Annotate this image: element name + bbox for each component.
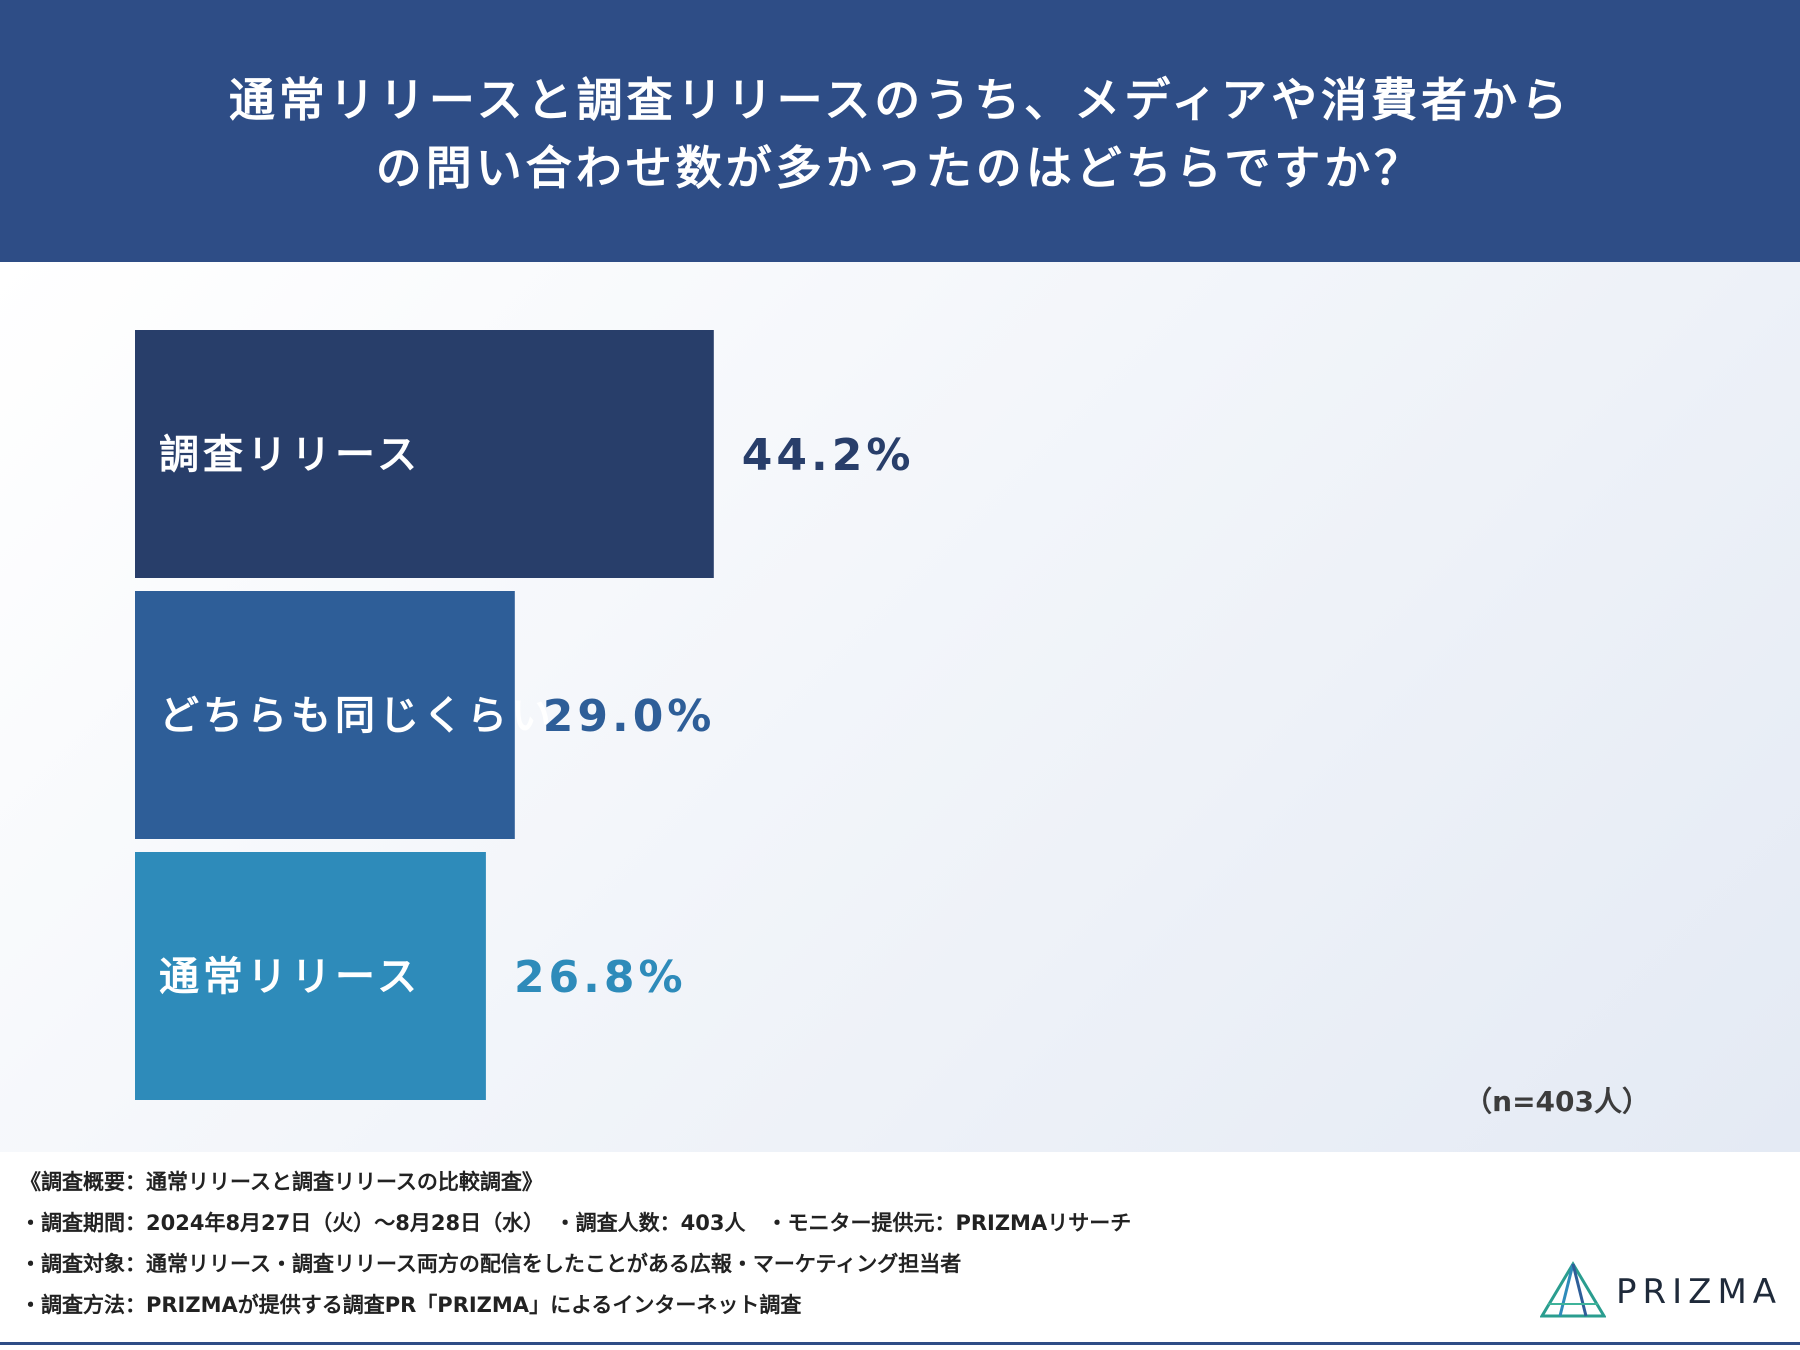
bar-value-label-1: 44.2%: [742, 430, 915, 481]
sample-size: （n=403人）: [1464, 1085, 1650, 1118]
chart-area: 調査リリース 44.2% どちらも同じくらい 29.0% 通常リリース 26.8%: [0, 262, 1800, 1152]
bar-value-label-2: 29.0%: [543, 691, 716, 742]
footer: 《調査概要：通常リリースと調査リリースの比較調査》 ・調査期間：2024年8月2…: [0, 1152, 1800, 1350]
brand-name: PRIZMA: [1616, 1272, 1783, 1312]
chart-title: 通常リリースと調査リリースのうち、メディアや消費者から の問い合わせ数が多かった…: [0, 66, 1800, 202]
survey-note-target: ・調査対象：通常リリース・調査リリース両方の配信をしたことがある広報・マーケティ…: [20, 1252, 962, 1276]
survey-note-heading: 《調査概要：通常リリースと調査リリースの比較調査》: [20, 1170, 543, 1194]
bar-1: [135, 330, 714, 578]
bar-category-label-3: 通常リリース: [159, 954, 421, 1000]
bar-value-label-3: 26.8%: [514, 952, 687, 1003]
survey-notes: 《調査概要：通常リリースと調査リリースの比較調査》 ・調査期間：2024年8月2…: [20, 1162, 1131, 1326]
bar-category-label-2: どちらも同じくらい: [159, 693, 555, 739]
header-banner: 通常リリースと調査リリースのうち、メディアや消費者から の問い合わせ数が多かった…: [0, 0, 1800, 262]
brand-logo: PRIZMA: [1540, 1260, 1780, 1320]
survey-note-period: ・調査期間：2024年8月27日（火）〜8月28日（水） ・調査人数：403人 …: [20, 1211, 1132, 1235]
prizma-logo-icon: [1540, 1261, 1606, 1318]
footer-divider: [0, 1342, 1800, 1345]
title-line-1: 通常リリースと調査リリースのうち、メディアや消費者から: [228, 73, 1572, 127]
bar-3: [135, 852, 486, 1100]
survey-note-method: ・調査方法：PRIZMAが提供する調査PR「PRIZMA」によるインターネット調…: [20, 1293, 802, 1317]
title-line-2: の問い合わせ数が多かったのはどちらですか？: [375, 141, 1425, 195]
bar-category-label-1: 調査リリース: [159, 432, 421, 478]
bar-2: [135, 591, 515, 839]
